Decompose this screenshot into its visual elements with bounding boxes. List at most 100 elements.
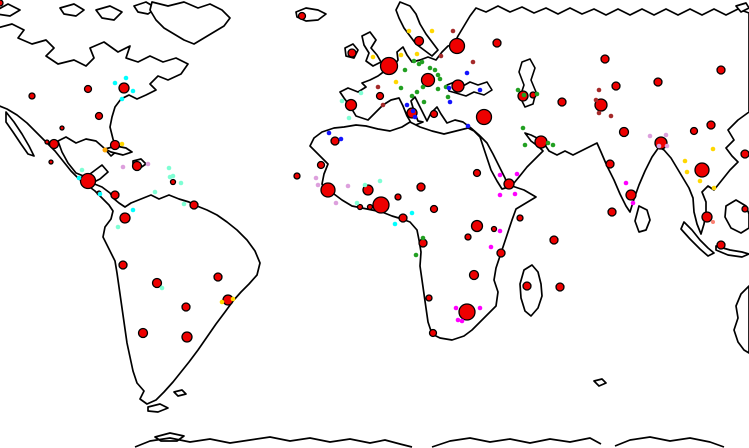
map-marker-aquamarine	[79, 167, 85, 173]
map-marker-red	[379, 56, 399, 76]
map-marker-plum	[656, 143, 662, 149]
map-marker-brown	[450, 28, 456, 34]
map-marker-red	[716, 65, 726, 75]
map-marker-aquamarine	[115, 224, 121, 230]
map-marker-yellow	[710, 146, 716, 152]
map-marker-brown	[375, 84, 381, 90]
map-marker-red	[549, 235, 559, 245]
map-marker-red	[468, 269, 480, 281]
map-marker-red	[475, 108, 493, 126]
map-marker-red	[330, 136, 340, 146]
map-marker-yellow	[370, 54, 376, 60]
coastline-northeast-fragment	[735, 2, 749, 13]
map-marker-red	[398, 213, 408, 223]
map-marker-red	[181, 302, 191, 312]
map-marker-red	[429, 109, 439, 119]
coastline-baja-california	[5, 111, 35, 157]
map-marker-magenta	[459, 318, 465, 324]
map-marker-red	[490, 225, 498, 233]
map-marker-yellow	[230, 296, 236, 302]
coastline-tierra-del-fuego	[147, 403, 169, 413]
map-marker-aquamarine	[346, 115, 352, 121]
map-marker-red	[372, 196, 390, 214]
map-marker-yellow	[697, 178, 703, 184]
map-marker-red	[366, 203, 374, 211]
map-marker-green	[445, 94, 451, 100]
map-marker-red	[109, 139, 121, 151]
map-marker-magenta	[630, 200, 636, 206]
map-marker-plum	[315, 182, 321, 188]
map-marker-cyan	[123, 75, 129, 81]
map-marker-blue	[477, 87, 483, 93]
map-marker-red	[557, 97, 567, 107]
map-marker-red	[213, 272, 223, 282]
map-marker-magenta	[497, 228, 503, 234]
map-marker-red	[429, 204, 439, 214]
map-marker-red	[316, 160, 326, 170]
coastline-antarctica-middle	[431, 437, 602, 448]
coastline-arctic-island-1	[59, 3, 85, 17]
coastline-greenland	[149, 1, 231, 45]
map-marker-red	[169, 178, 177, 186]
map-marker-red	[653, 77, 663, 87]
coastline-great-britain	[361, 31, 382, 67]
map-marker-cyan	[97, 191, 103, 197]
map-marker-red	[425, 294, 433, 302]
map-marker-red	[741, 205, 749, 213]
map-marker-red	[413, 35, 425, 47]
map-marker-green	[427, 65, 433, 71]
coastline-sri-lanka	[634, 205, 651, 233]
map-marker-red	[534, 135, 548, 149]
map-marker-red	[344, 98, 358, 112]
map-marker-red	[416, 182, 426, 192]
map-marker-red	[706, 120, 716, 130]
map-marker-red	[605, 159, 615, 169]
map-marker-red	[375, 91, 385, 101]
map-marker-red	[79, 172, 97, 190]
map-marker-green	[522, 142, 528, 148]
map-marker-magenta	[512, 191, 518, 197]
coastline-australia-west	[733, 285, 749, 354]
map-marker-red	[28, 92, 36, 100]
map-marker-red	[472, 168, 482, 178]
map-marker-yellow	[711, 185, 717, 191]
map-marker-red	[464, 233, 472, 241]
map-marker-green	[432, 67, 438, 73]
map-marker-red	[594, 98, 608, 112]
map-marker-plum	[145, 161, 151, 167]
map-marker-cyan	[130, 88, 136, 94]
map-marker-aquamarine	[166, 165, 172, 171]
map-marker-red	[625, 189, 637, 201]
coastline-madagascar	[519, 264, 543, 317]
map-marker-blue	[326, 130, 332, 136]
map-marker-green	[419, 59, 425, 65]
map-marker-yellow	[414, 51, 420, 57]
coastline-top-left-fragment	[0, 3, 21, 17]
map-marker-red	[428, 328, 438, 338]
map-marker-red	[611, 81, 621, 91]
map-marker-red	[44, 139, 50, 145]
map-marker-cyan	[392, 221, 398, 227]
map-marker-brown	[608, 113, 614, 119]
map-marker-red	[451, 79, 465, 93]
map-marker-green	[413, 252, 419, 258]
map-marker-red	[189, 200, 199, 210]
map-marker-green	[521, 92, 527, 98]
map-marker-green	[421, 99, 427, 105]
map-marker-red	[448, 37, 466, 55]
map-marker-red	[48, 138, 60, 150]
map-marker-red	[470, 219, 484, 233]
map-marker-blue	[412, 114, 418, 120]
map-marker-red	[293, 172, 301, 180]
map-marker-yellow	[393, 79, 399, 85]
map-marker-magenta	[453, 305, 459, 311]
map-marker-aquamarine	[167, 174, 173, 180]
data-points-layer	[0, 0, 749, 343]
map-marker-green	[402, 67, 408, 73]
map-marker-magenta	[514, 171, 520, 177]
map-marker-green	[545, 140, 551, 146]
map-marker-red	[151, 277, 163, 289]
map-marker-red	[503, 178, 515, 190]
map-marker-red	[320, 182, 336, 198]
